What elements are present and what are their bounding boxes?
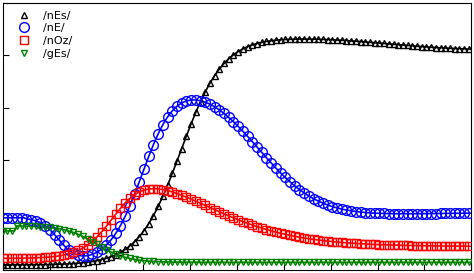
/nOz/ (283, 233, 288, 236)
/gEs/ (245, 261, 250, 264)
/nE/ (113, 232, 118, 235)
/nE/ (94, 251, 100, 254)
/nEs/ (447, 47, 453, 50)
/nE/ (249, 140, 255, 143)
/nOz/ (245, 222, 250, 225)
/gEs/ (283, 261, 288, 264)
/gEs/ (94, 243, 100, 246)
/gEs/ (466, 261, 472, 264)
/nEs/ (278, 38, 283, 41)
/nEs/ (240, 47, 246, 51)
/nE/ (287, 180, 293, 183)
/gEs/ (14, 224, 20, 227)
/nE/ (0, 216, 6, 219)
/nEs/ (466, 48, 472, 51)
/gEs/ (433, 261, 439, 264)
/nE/ (438, 212, 444, 215)
/nOz/ (433, 244, 439, 248)
/nE/ (80, 254, 86, 257)
/nOz/ (90, 240, 95, 243)
/nOz/ (108, 219, 114, 222)
/nE/ (466, 212, 472, 215)
/nEs/ (108, 255, 114, 258)
/nEs/ (301, 37, 307, 41)
/nOz/ (151, 187, 156, 190)
/gEs/ (447, 261, 453, 264)
/nEs/ (0, 263, 6, 266)
/nEs/ (90, 260, 95, 263)
Line: /nEs/: /nEs/ (0, 35, 472, 268)
/nOz/ (466, 245, 472, 248)
/nE/ (193, 98, 199, 102)
/nEs/ (433, 46, 439, 49)
Line: /gEs/: /gEs/ (0, 222, 472, 266)
/nOz/ (0, 257, 6, 260)
Line: /nOz/: /nOz/ (0, 185, 473, 263)
/nOz/ (447, 244, 453, 248)
/gEs/ (0, 229, 6, 233)
Line: /nE/: /nE/ (0, 95, 474, 261)
/nE/ (452, 212, 457, 215)
Legend: /nEs/, /nE/, /nOz/, /gEs/: /nEs/, /nE/, /nOz/, /gEs/ (9, 8, 74, 61)
/gEs/ (113, 253, 118, 256)
